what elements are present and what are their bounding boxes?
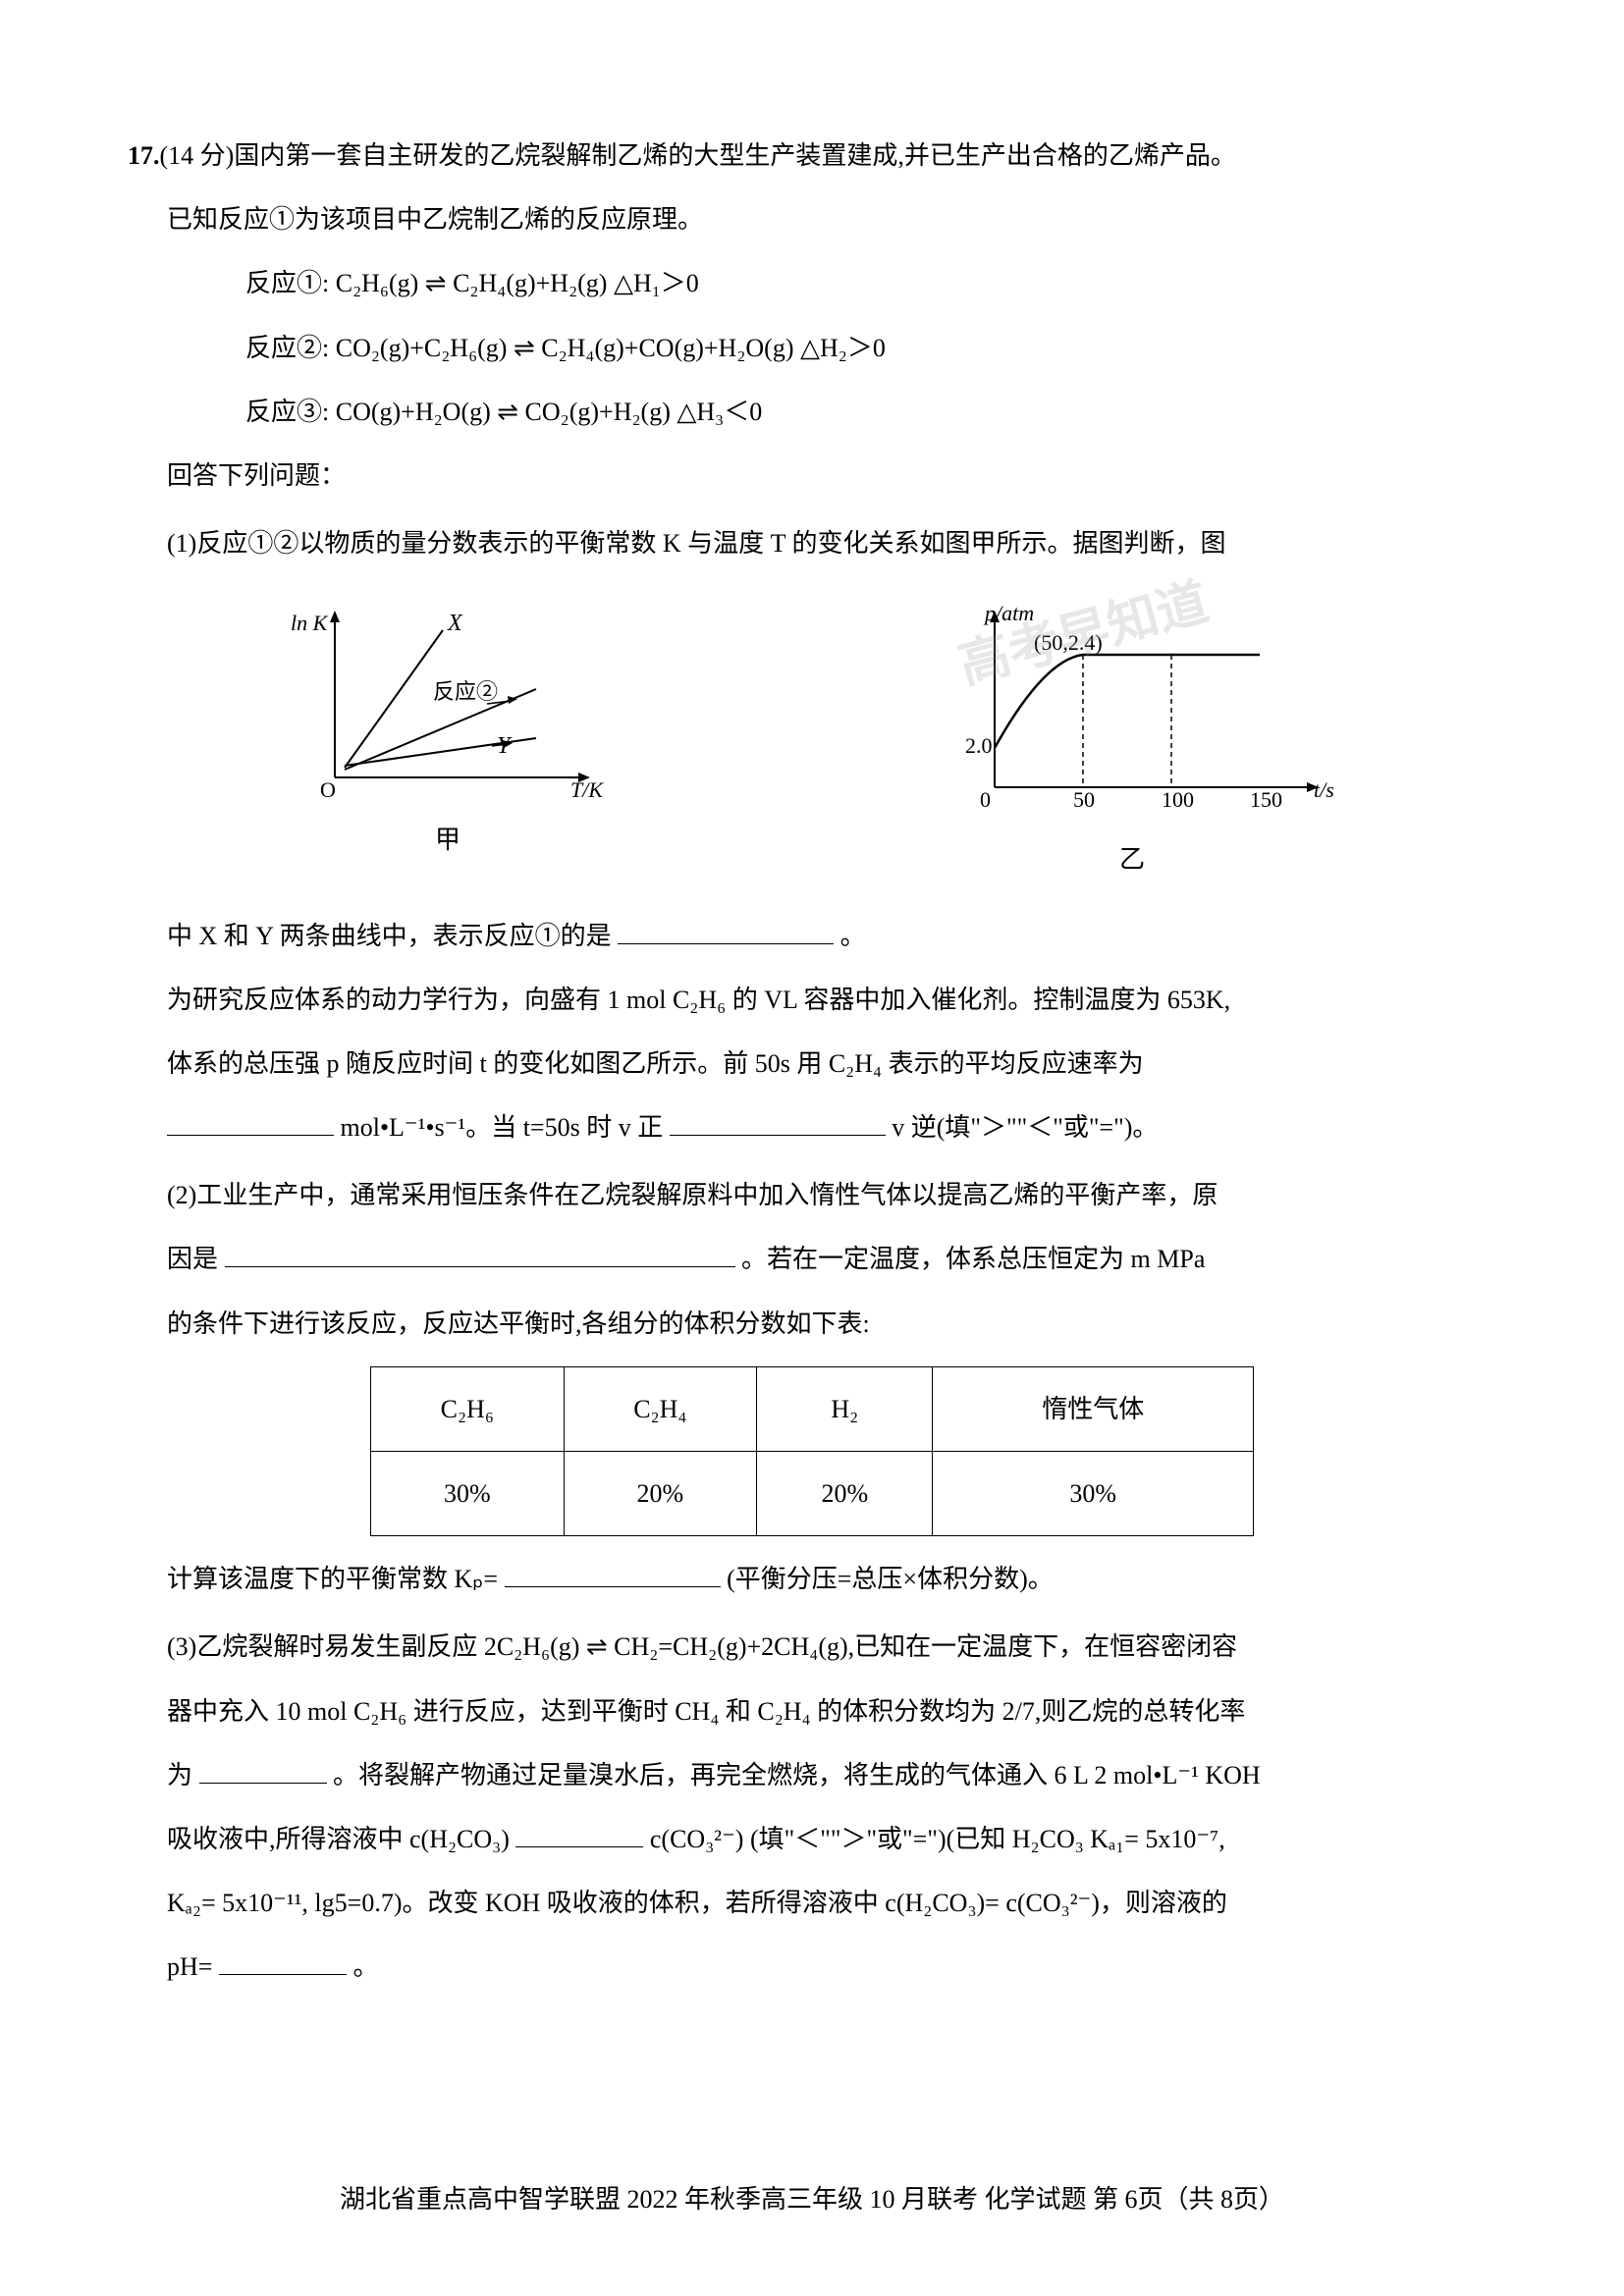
p1-l2-b: 。 xyxy=(840,922,866,950)
blank-5[interactable] xyxy=(505,1560,721,1588)
blank-2[interactable] xyxy=(167,1107,334,1136)
p2-c: 。若在一定温度，体系总压恒定为 m MPa xyxy=(741,1245,1205,1273)
figures-row: ln K T/K O X 反应② Y 甲 p/atm t/s 2.0 0 50 xyxy=(128,601,1496,887)
table-row: C₂H₆ C₂H₄ H₂ 惰性气体 xyxy=(371,1366,1254,1451)
known-line: 已知反应①为该项目中乙烷制乙烯的反应原理。 xyxy=(128,191,1496,247)
part1-line4: 体系的总压强 p 随反应时间 t 的变化如图乙所示。前 50s 用 C₂H₄ 表… xyxy=(128,1036,1496,1092)
p2-e-b: (平衡分压=总压×体积分数)。 xyxy=(727,1565,1054,1593)
p3-f-b: 。 xyxy=(352,1952,378,1981)
blank-6[interactable] xyxy=(199,1755,327,1784)
blank-1[interactable] xyxy=(618,916,834,944)
part1-intro: (1)反应①②以物质的量分数表示的平衡常数 K 与温度 T 的变化关系如图甲所示… xyxy=(128,515,1496,571)
p3-d-b: c(CO₃²⁻) (填"＜""＞"或"=")(已知 H₂CO₃ Kₐ₁= 5x1… xyxy=(650,1825,1225,1853)
part3-line-d: 吸收液中,所得溶液中 c(H₂CO₃) c(CO₃²⁻) (填"＜""＞"或"=… xyxy=(128,1811,1496,1867)
chart-right-svg: p/atm t/s 2.0 0 50 100 150 (50,2.4) xyxy=(926,601,1338,827)
blank-3[interactable] xyxy=(670,1107,886,1136)
question-header: 17. (14 分) 国内第一套自主研发的乙烷裂解制乙烯的大型生产装置建成,并已… xyxy=(128,128,1496,184)
part1-line3: 为研究反应体系的动力学行为，向盛有 1 mol C₂H₆ 的 VL 容器中加入催… xyxy=(128,972,1496,1028)
part3-line-c: 为 。将裂解产物通过足量溴水后，再完全燃烧，将生成的气体通入 6 L 2 mol… xyxy=(128,1747,1496,1803)
blank-4[interactable] xyxy=(225,1240,735,1268)
th-1: C₂H₆ xyxy=(371,1366,565,1451)
point-label: (50,2.4) xyxy=(1034,630,1103,655)
th-3: H₂ xyxy=(757,1366,933,1451)
svg-text:100: 100 xyxy=(1162,787,1194,812)
svg-text:50: 50 xyxy=(1073,787,1095,812)
part3-line-e: Kₐ₂= 5x10⁻¹¹, lg5=0.7)。改变 KOH 吸收液的体积，若所得… xyxy=(128,1875,1496,1931)
table-row: 30% 20% 20% 30% xyxy=(371,1452,1254,1536)
td-3: 20% xyxy=(757,1452,933,1536)
ylabel-lnk: ln K xyxy=(291,611,329,635)
xlabel-ts: t/s xyxy=(1314,777,1334,802)
part2-line-a: (2)工业生产中，通常采用恒压条件在乙烷裂解原料中加入惰性气体以提高乙烯的平衡产… xyxy=(128,1167,1496,1223)
th-2: C₂H₄ xyxy=(564,1366,757,1451)
part3-line-a: (3)乙烷裂解时易发生副反应 2C₂H₆(g) ⇌ CH₂=CH₂(g)+2CH… xyxy=(128,1619,1496,1675)
part3-line-f: pH= 。 xyxy=(128,1939,1496,1995)
blank-8[interactable] xyxy=(219,1948,347,1976)
td-2: 20% xyxy=(564,1452,757,1536)
part3-line-b: 器中充入 10 mol C₂H₆ 进行反应，达到平衡时 CH₄ 和 C₂H₄ 的… xyxy=(128,1683,1496,1739)
blank-7[interactable] xyxy=(515,1819,643,1847)
p3-c-a: 为 xyxy=(167,1761,192,1789)
gas-fraction-table: C₂H₆ C₂H₄ H₂ 惰性气体 30% 20% 20% 30% xyxy=(370,1366,1254,1536)
svg-text:0: 0 xyxy=(980,787,991,812)
part2-line-b: 因是 。若在一定温度，体系总压恒定为 m MPa xyxy=(128,1231,1496,1287)
part2-line-e: 计算该温度下的平衡常数 Kₚ= (平衡分压=总压×体积分数)。 xyxy=(128,1551,1496,1607)
reaction-1: 反应①: C₂H₆(g) ⇌ C₂H₄(g)+H₂(g) △H₁＞0 xyxy=(128,255,1496,311)
reaction-3: 反应③: CO(g)+H₂O(g) ⇌ CO₂(g)+H₂(g) △H₃＜0 xyxy=(128,384,1496,440)
question-number: 17. xyxy=(128,128,160,184)
p2-b: 因是 xyxy=(167,1245,218,1273)
th-4: 惰性气体 xyxy=(933,1366,1254,1451)
p3-d-a: 吸收液中,所得溶液中 c(H₂CO₃) xyxy=(167,1825,510,1853)
answer-prompt: 回答下列问题： xyxy=(128,448,1496,504)
question-intro: 国内第一套自主研发的乙烷裂解制乙烯的大型生产装置建成,并已生产出合格的乙烯产品。 xyxy=(234,128,1236,184)
p3-f-a: pH= xyxy=(167,1952,212,1981)
ylabel-patm: p/atm xyxy=(983,601,1034,625)
label-x: X xyxy=(447,611,463,636)
xlabel-tk: T/K xyxy=(570,777,604,802)
ytick: 2.0 xyxy=(965,733,993,758)
p1-l5-b: v 逆(填"＞""＜"或"=")。 xyxy=(892,1113,1158,1142)
p1-l5-unit: mol•L⁻¹•s⁻¹。当 t=50s 时 v 正 xyxy=(341,1113,664,1142)
p1-l2-a: 中 X 和 Y 两条曲线中，表示反应①的是 xyxy=(167,922,612,950)
figure-left: ln K T/K O X 反应② Y 甲 xyxy=(286,601,610,868)
part1-line5: mol•L⁻¹•s⁻¹。当 t=50s 时 v 正 v 逆(填"＞""＜"或"=… xyxy=(128,1099,1496,1155)
td-4: 30% xyxy=(933,1452,1254,1536)
svg-text:150: 150 xyxy=(1250,787,1282,812)
caption-right: 乙 xyxy=(1119,831,1145,887)
reaction-2: 反应②: CO₂(g)+C₂H₆(g) ⇌ C₂H₄(g)+CO(g)+H₂O(… xyxy=(128,320,1496,376)
page-footer: 湖北省重点高中智学联盟 2022 年秋季高三年级 10 月联考 化学试题 第 6… xyxy=(0,2171,1624,2227)
part2-line-d: 的条件下进行该反应，反应达平衡时,各组分的体积分数如下表: xyxy=(128,1296,1496,1352)
caption-left: 甲 xyxy=(435,812,460,868)
chart-left-svg: ln K T/K O X 反应② Y xyxy=(286,601,610,807)
question-points: (14 分) xyxy=(160,128,235,184)
label-r2: 反应② xyxy=(433,679,498,704)
svg-text:O: O xyxy=(320,777,336,802)
p2-e-a: 计算该温度下的平衡常数 Kₚ= xyxy=(167,1565,498,1593)
part1-line2: 中 X 和 Y 两条曲线中，表示反应①的是 。 xyxy=(128,908,1496,964)
td-1: 30% xyxy=(371,1452,565,1536)
p3-c-b: 。将裂解产物通过足量溴水后，再完全燃烧，将生成的气体通入 6 L 2 mol•L… xyxy=(333,1761,1261,1789)
figure-right: p/atm t/s 2.0 0 50 100 150 (50,2.4) 乙 xyxy=(926,601,1338,887)
